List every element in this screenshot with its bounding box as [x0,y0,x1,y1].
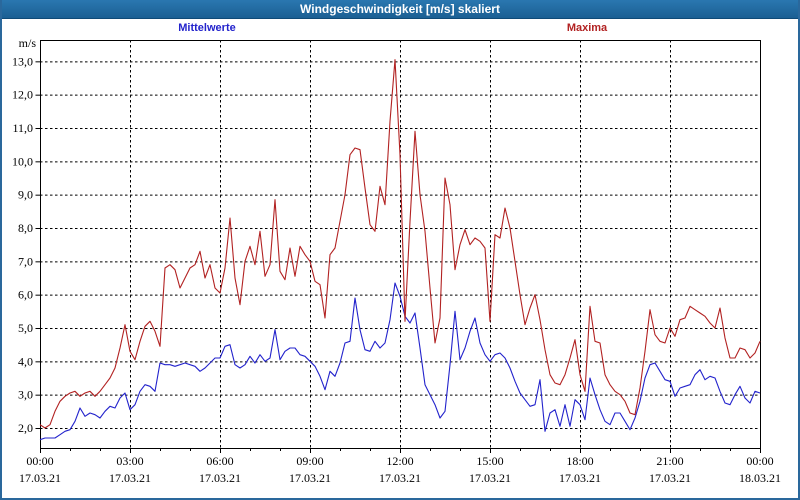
legend-max-label: Maxima [566,22,608,34]
x-tick-time-label: 06:00 [206,454,233,468]
x-tick-time-label: 00:00 [26,454,53,468]
window-title: Windgeschwindigkeit [m/s] skaliert [300,2,500,16]
y-tick-label: 9,0 [18,188,33,202]
axes [35,61,761,453]
y-tick-label: 8,0 [18,221,33,235]
y-tick-label: 12,0 [12,88,33,102]
y-tick-label: 3,0 [18,388,33,402]
maxima-line [39,59,761,429]
x-tick-time-label: 00:00 [746,454,773,468]
legend-mean-label: Mittelwerte [178,22,236,34]
x-tick-time-label: 18:00 [566,454,593,468]
y-tick-label: 4,0 [18,354,33,368]
x-tick-date-label: 17.03.21 [469,471,511,485]
titlebar: Windgeschwindigkeit [m/s] skaliert [2,0,798,19]
x-tick-date-label: 17.03.21 [199,471,241,485]
mittelwerte-line [39,282,761,441]
x-tick-date-label: 17.03.21 [649,471,691,485]
x-tick-time-label: 21:00 [656,454,683,468]
plot-border [40,40,761,449]
y-tick-label: 5,0 [18,321,33,335]
x-tick-time-label: 03:00 [116,454,143,468]
gridlines [40,40,760,448]
x-tick-date-label: 17.03.21 [109,471,151,485]
x-tick-date-label: 17.03.21 [19,471,61,485]
x-tick-date-label: 17.03.21 [559,471,601,485]
y-tick-label: 10,0 [12,154,33,168]
x-tick-time-label: 12:00 [386,454,413,468]
x-tick-date-label: 18.03.21 [739,471,781,485]
x-tick-date-label: 17.03.21 [379,471,421,485]
x-tick-date-label: 17.03.21 [289,471,331,485]
y-tick-label: 11,0 [12,121,33,135]
y-tick-label: 13,0 [12,54,33,68]
x-tick-time-label: 09:00 [296,454,323,468]
y-axis-unit-label: m/s [18,36,36,50]
y-tick-label: 7,0 [18,254,33,268]
y-tick-label: 6,0 [18,288,33,302]
y-tick-label: 2,0 [18,421,33,435]
axis-tick-labels: 13,0 12,0 11,0 10,0 9,0 8,0 7,0 6,0 5,0 4,0 3,0 2,0… [12,54,781,485]
x-tick-time-label: 15:00 [476,454,503,468]
